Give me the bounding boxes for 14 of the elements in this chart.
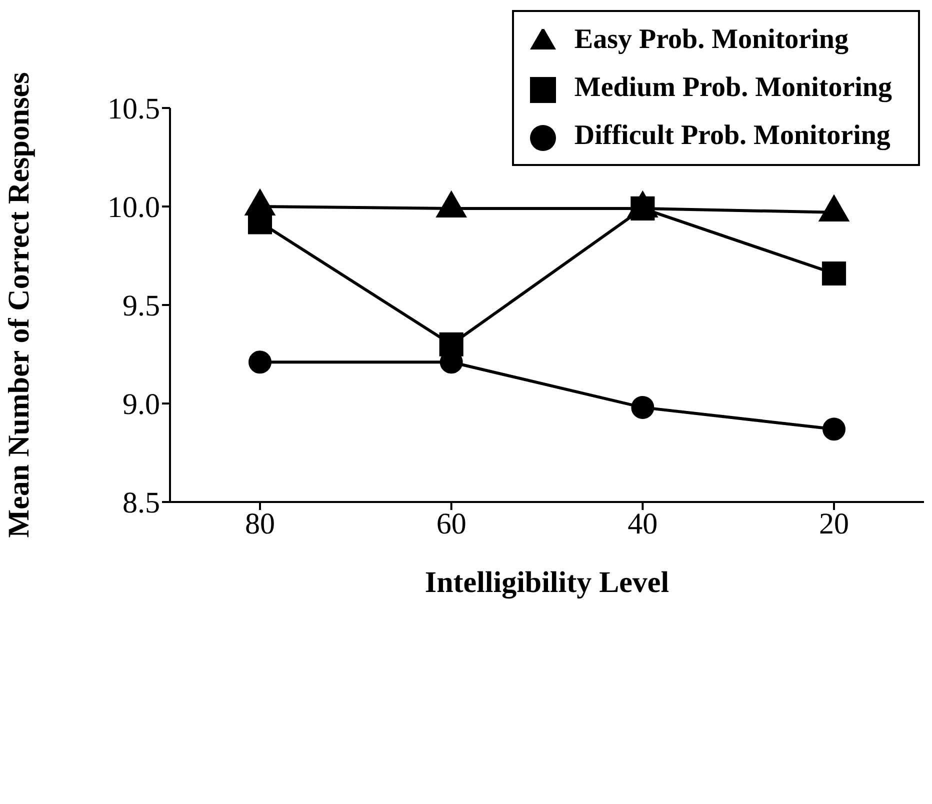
- x-axis-title: Intelligibility Level: [424, 566, 670, 599]
- y-tick-label: 10.5: [108, 92, 160, 126]
- y-axis-title: Mean Number of Correct Responses: [2, 72, 36, 538]
- legend-label: Difficult Prob. Monitoring: [574, 120, 890, 151]
- y-tick-label: 10.0: [108, 191, 160, 224]
- y-tick-label: 8.5: [122, 486, 160, 520]
- legend-label: Easy Prob. Monitoring: [574, 24, 848, 55]
- y-tick-label: 9.0: [122, 388, 160, 422]
- y-tick-label: 9.5: [122, 290, 160, 323]
- x-tick-label: 80: [245, 507, 275, 540]
- x-tick-label: 40: [628, 507, 658, 540]
- legend-label: Medium Prob. Monitoring: [574, 72, 892, 103]
- x-tick-label: 20: [819, 507, 849, 540]
- x-tick-label: 60: [436, 507, 466, 540]
